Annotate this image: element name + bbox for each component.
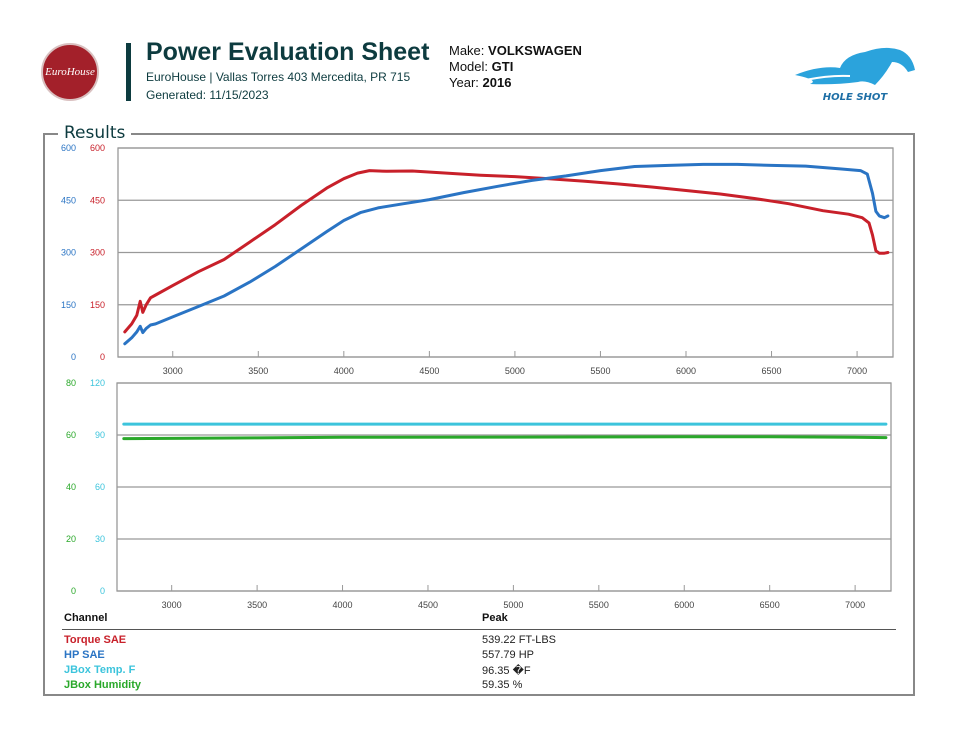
y-tick-label-inner: 600 bbox=[90, 143, 105, 153]
generated-date: Generated: 11/15/2023 bbox=[146, 88, 269, 102]
y-tick-label-outer: 0 bbox=[71, 352, 76, 362]
vehicle-make: Make: VOLKSWAGEN bbox=[449, 43, 582, 58]
x-tick-label: 4500 bbox=[419, 366, 439, 376]
y-tick-label-inner: 60 bbox=[95, 482, 105, 492]
x-tick-label: 4000 bbox=[334, 366, 354, 376]
y-tick-label-inner: 30 bbox=[95, 534, 105, 544]
channel-header: Channel bbox=[64, 612, 108, 624]
chart-1: 600 600 450 450 300 300 150 150 0 0 3000 3500 4000 45… bbox=[61, 143, 894, 376]
hole-shot-logo: HOLE SHOT bbox=[795, 47, 915, 103]
year-label: Year: bbox=[449, 75, 479, 90]
peak-value: 557.79 HP bbox=[482, 649, 534, 661]
peak-value: 539.22 FT-LBS bbox=[482, 634, 556, 646]
table-row: JBox Temp. F 96.35 �F bbox=[62, 664, 896, 679]
x-tick-label: 6500 bbox=[762, 366, 782, 376]
series-line-jbox-humidity bbox=[122, 435, 888, 441]
make-label: Make: bbox=[449, 43, 485, 58]
x-tick-label: 6000 bbox=[676, 366, 696, 376]
peak-header: Peak bbox=[482, 612, 508, 624]
y-tick-label-outer: 600 bbox=[61, 143, 76, 153]
vehicle-year: Year: 2016 bbox=[449, 75, 511, 90]
x-tick-label: 4500 bbox=[418, 600, 438, 610]
brand-logo-text: HOLE SHOT bbox=[823, 92, 889, 103]
plot-area bbox=[117, 147, 894, 358]
header-divider bbox=[126, 43, 131, 101]
series-line-hp-sae bbox=[123, 162, 890, 346]
x-tick-label: 5500 bbox=[590, 366, 610, 376]
y-tick-label-outer: 150 bbox=[61, 300, 76, 310]
model-label: Model: bbox=[449, 59, 489, 74]
x-tick-label: 7000 bbox=[845, 600, 865, 610]
plot-area bbox=[116, 382, 892, 592]
x-tick-label: 5000 bbox=[505, 366, 525, 376]
x-tick-label: 3000 bbox=[163, 366, 183, 376]
year-value: 2016 bbox=[482, 75, 512, 90]
address: EuroHouse | Vallas Torres 403 Mercedita,… bbox=[146, 70, 411, 84]
peak-value: 59.35 % bbox=[482, 679, 523, 691]
x-tick-label: 3500 bbox=[248, 366, 268, 376]
make-value: VOLKSWAGEN bbox=[488, 43, 582, 58]
y-tick-label-inner: 0 bbox=[100, 586, 105, 596]
eurohouse-logo: EuroHouse bbox=[41, 43, 99, 101]
y-tick-label-inner: 450 bbox=[90, 195, 105, 205]
y-tick-label-inner: 90 bbox=[95, 430, 105, 440]
channel-name: HP SAE bbox=[64, 649, 105, 661]
results-title: Results bbox=[58, 123, 132, 143]
y-tick-label-outer: 0 bbox=[71, 586, 76, 596]
channel-name: JBox Humidity bbox=[64, 679, 142, 691]
table-row: HP SAE 557.79 HP bbox=[62, 649, 896, 664]
x-tick-label: 5000 bbox=[503, 600, 523, 610]
channel-name: JBox Temp. F bbox=[64, 664, 136, 676]
table-row: Torque SAE 539.22 FT-LBS bbox=[62, 634, 896, 649]
table-row: JBox Humidity 59.35 % bbox=[62, 679, 896, 694]
peak-value: 96.35 �F bbox=[482, 665, 531, 677]
series-line-torque-sae bbox=[123, 169, 890, 334]
channel-name: Torque SAE bbox=[64, 634, 127, 646]
y-tick-label-outer: 40 bbox=[66, 482, 76, 492]
y-tick-label-outer: 80 bbox=[66, 378, 76, 388]
x-tick-label: 7000 bbox=[847, 366, 867, 376]
y-tick-label-outer: 450 bbox=[61, 195, 76, 205]
x-tick-label: 6000 bbox=[674, 600, 694, 610]
y-tick-label-inner: 150 bbox=[90, 300, 105, 310]
x-tick-label: 6500 bbox=[760, 600, 780, 610]
y-tick-label-inner: 0 bbox=[100, 352, 105, 362]
x-tick-label: 3000 bbox=[162, 600, 182, 610]
x-tick-label: 5500 bbox=[589, 600, 609, 610]
y-tick-label-inner: 120 bbox=[90, 378, 105, 388]
y-tick-label-outer: 300 bbox=[61, 248, 76, 258]
page-title: Power Evaluation Sheet bbox=[146, 38, 430, 66]
x-tick-label: 3500 bbox=[247, 600, 267, 610]
x-tick-label: 4000 bbox=[333, 600, 353, 610]
y-tick-label-outer: 60 bbox=[66, 430, 76, 440]
channel-peak-table: Channel Peak Torque SAE 539.22 FT-LBS HP … bbox=[62, 612, 896, 694]
vehicle-model: Model: GTI bbox=[449, 59, 513, 74]
y-tick-label-inner: 300 bbox=[90, 248, 105, 258]
y-tick-label-outer: 20 bbox=[66, 534, 76, 544]
table-header: Channel Peak bbox=[62, 612, 896, 630]
results-frame bbox=[43, 133, 915, 696]
model-value: GTI bbox=[491, 59, 514, 74]
